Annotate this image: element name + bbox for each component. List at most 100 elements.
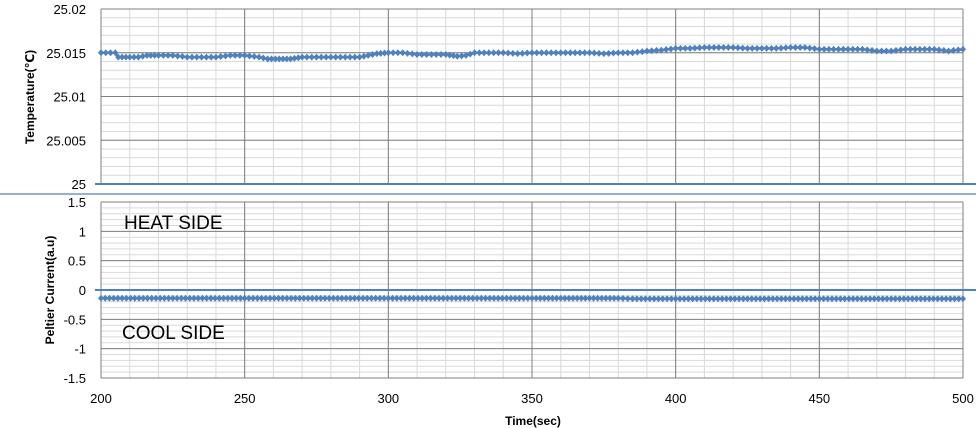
current-data-point	[926, 295, 933, 303]
temperature-data-point	[135, 53, 142, 61]
temperature-data-point	[854, 45, 861, 53]
temperature-data-point	[131, 53, 138, 61]
current-data-point	[195, 294, 202, 302]
temperature-data-point	[299, 53, 306, 61]
current-data-point	[182, 294, 189, 302]
current-data-point	[892, 295, 899, 303]
temperature-data-point	[768, 44, 775, 52]
current-data-point	[879, 295, 886, 303]
x-tick-label: 450	[808, 391, 830, 406]
current-data-point	[245, 294, 252, 302]
current-data-point	[178, 294, 185, 302]
current-data-point	[619, 294, 626, 302]
temperature-data-point	[295, 54, 302, 62]
temperature-data-point	[586, 49, 593, 57]
temperature-data-point	[490, 49, 497, 57]
temperature-data-point	[414, 51, 421, 58]
current-data-point	[676, 295, 683, 303]
temperature-data-point	[629, 49, 636, 57]
current-data-point	[672, 295, 679, 303]
temperature-data-point	[591, 49, 598, 57]
current-data-point	[727, 295, 734, 303]
current-data-point	[321, 294, 328, 302]
temperature-data-point	[165, 51, 172, 59]
temperature-data-point	[557, 49, 564, 57]
current-data-point	[478, 294, 485, 302]
current-data-point	[790, 295, 797, 303]
temperature-data-point	[279, 55, 286, 63]
temperature-data-point	[543, 49, 550, 57]
temperature-data-point	[806, 44, 813, 52]
current-series	[95, 289, 976, 303]
current-data-point	[258, 294, 265, 302]
current-data-point	[586, 294, 593, 302]
current-data-point	[629, 295, 636, 303]
current-data-point	[837, 295, 844, 303]
current-data-point	[557, 294, 564, 302]
temperature-data-point	[458, 52, 465, 60]
current-data-point	[624, 295, 631, 303]
current-data-point	[803, 295, 810, 303]
current-y-tick-label: 1	[79, 224, 86, 239]
temperature-data-point	[835, 45, 842, 53]
current-data-point	[448, 294, 455, 302]
temperature-data-point	[283, 55, 290, 63]
temperature-data-point	[830, 45, 837, 53]
current-y-tick-label: 0.5	[68, 254, 86, 269]
temperature-data-point	[509, 49, 516, 57]
temperature-data-point	[955, 46, 962, 54]
temperature-gridlines	[100, 8, 964, 185]
temperature-data-point	[940, 46, 947, 54]
temperature-data-point	[581, 49, 588, 57]
current-data-point	[917, 295, 924, 303]
temperature-data-point	[462, 51, 469, 59]
temperature-data-point	[739, 44, 746, 52]
temperature-data-point	[931, 45, 938, 53]
current-data-point	[816, 295, 823, 303]
current-data-point	[127, 294, 134, 302]
current-data-point	[574, 294, 581, 302]
temperature-data-point	[500, 49, 507, 57]
current-data-point	[883, 295, 890, 303]
current-data-point	[909, 295, 916, 303]
temperature-data-point	[476, 49, 483, 57]
temperature-data-point	[287, 55, 294, 63]
temperature-data-point	[710, 44, 717, 51]
current-data-point	[829, 295, 836, 303]
temperature-data-point	[821, 45, 828, 53]
current-data-point	[871, 295, 878, 303]
temperature-data-point	[720, 44, 727, 51]
current-data-point	[114, 294, 121, 302]
temperature-data-point	[734, 44, 741, 52]
current-data-point	[457, 294, 464, 302]
current-data-point	[642, 295, 649, 303]
current-data-point	[157, 294, 164, 302]
current-data-point	[951, 295, 958, 303]
current-data-point	[233, 294, 240, 302]
temperature-data-point	[236, 51, 243, 59]
current-data-point	[913, 295, 920, 303]
current-data-point	[702, 295, 709, 303]
temperature-data-point	[169, 51, 176, 59]
current-data-point	[486, 294, 493, 302]
current-data-point	[778, 295, 785, 303]
temperature-data-point	[615, 49, 622, 57]
current-data-point	[752, 295, 759, 303]
current-data-point	[389, 294, 396, 302]
current-data-point	[512, 294, 519, 302]
current-data-point	[646, 295, 653, 303]
current-data-point	[930, 295, 937, 303]
current-data-point	[351, 294, 358, 302]
current-data-point	[578, 294, 585, 302]
temperature-data-point	[291, 54, 298, 62]
temperature-data-point	[945, 47, 952, 55]
current-data-point	[719, 295, 726, 303]
current-data-point	[507, 294, 514, 302]
current-data-point	[406, 294, 413, 302]
temperature-data-point	[687, 44, 694, 52]
temperature-data-point	[139, 52, 146, 60]
temperature-data-point	[404, 49, 411, 57]
temperature-data-point	[624, 49, 631, 57]
current-data-point	[943, 295, 950, 303]
temperature-data-point	[332, 53, 339, 61]
